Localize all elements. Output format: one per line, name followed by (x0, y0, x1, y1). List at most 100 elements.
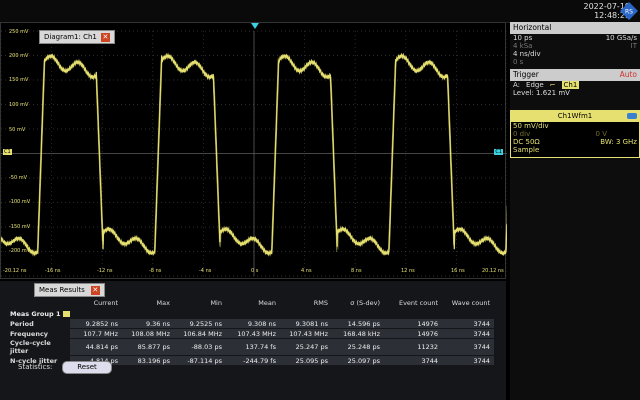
table-cell: 11232 (384, 338, 442, 356)
table-cell: 137.74 fs (226, 338, 280, 356)
table-cell: -87.114 ps (174, 355, 226, 366)
x-axis-label: 12 ns (401, 268, 415, 274)
table-cell: 83.196 ps (122, 355, 174, 366)
ch1-waveform-box[interactable]: Ch1Wfm1 50 mV/div 0 div 0 V DC 50Ω BW: 3 G… (510, 110, 640, 158)
table-cell: 107.43 MHz (226, 328, 280, 339)
horizontal-row[interactable]: 0 s (510, 58, 640, 66)
table-cell: -88.03 ps (174, 338, 226, 356)
reset-button[interactable]: Reset (62, 361, 112, 374)
meas-group-label: Meas Group 1 (10, 309, 61, 318)
table-cell: 9.2525 ns (174, 318, 226, 329)
x-axis-label: 4 ns (301, 268, 312, 274)
wfm-title: Ch1Wfm1 (557, 112, 593, 120)
position-value: 0 div (513, 130, 531, 138)
horizontal-row[interactable]: 4 ns/div (510, 50, 640, 58)
statistics-label: Statistics: (18, 363, 53, 371)
row-label: Frequency (6, 328, 70, 339)
table-cell: 107.43 MHz (280, 328, 332, 339)
header-cell: Event count (398, 298, 438, 307)
coupling-value: DC 50Ω (513, 138, 540, 146)
meas-table: Current Max Min Mean RMS σ (S-dev) Event… (6, 296, 494, 366)
row-label: Period (6, 318, 70, 329)
top-toolbar: 2022-07-19 12:48:29 RS (0, 0, 640, 23)
toggle-icon[interactable] (627, 113, 637, 119)
time-scale-value: 4 ns/div (513, 50, 541, 58)
table-cell: 44.814 ps (70, 338, 122, 356)
trigger-row[interactable]: A: Edge ⌐ Ch1 (510, 81, 640, 89)
ch1-offset-marker[interactable]: C1 (3, 149, 12, 155)
table-cell: 3744 (442, 318, 494, 329)
trigger-title: Trigger (513, 70, 539, 79)
table-row[interactable]: Cycle-cycle jitter 44.814 ps 85.877 ps -88.… (6, 338, 494, 356)
waveform-trace (1, 53, 507, 256)
date-text: 2022-07-19 (583, 2, 631, 11)
offset-value: 0 V (595, 130, 607, 138)
header-cell: Current (93, 298, 118, 307)
row-label: Cycle-cycle jitter (6, 338, 70, 356)
table-cell: 9.308 ns (226, 318, 280, 329)
meas-tab-label: Meas Results (39, 286, 85, 294)
rs-logo-icon: RS (620, 2, 638, 20)
y-axis-label: 50 mV (9, 127, 26, 133)
table-cell: 107.7 MHz (70, 328, 122, 339)
table-cell: 3744 (442, 355, 494, 366)
x-axis-label: 20.12 ns (482, 268, 504, 274)
table-row[interactable]: Period 9.2852 ns 9.36 ns 9.2525 ns 9.308 ns 9… (6, 318, 494, 329)
table-cell: 25.095 ps (280, 355, 332, 366)
trigger-level: Level: 1.621 mV (513, 89, 570, 97)
trigger-mode: Auto (619, 70, 637, 79)
trigger-position-icon[interactable] (251, 23, 259, 29)
horizontal-row[interactable]: 4 kSa IT (510, 42, 640, 50)
header-cell: Mean (258, 298, 276, 307)
table-cell: 14976 (384, 318, 442, 329)
table-cell: 106.84 MHz (174, 328, 226, 339)
meas-results-panel: Meas Results ✕ Current Max Min Mean RMS σ… (0, 281, 506, 400)
waveform-grid (1, 30, 507, 277)
meas-group-row[interactable]: Meas Group 1 (6, 309, 494, 319)
x-axis-label: -4 ns (199, 268, 212, 274)
datetime: 2022-07-19 12:48:29 (584, 2, 631, 20)
close-icon[interactable]: ✕ (100, 32, 110, 42)
diagram-tab[interactable]: Diagram1: Ch1 ✕ (39, 30, 115, 44)
meas-results-tab[interactable]: Meas Results ✕ (34, 283, 105, 297)
y-axis-label: -50 mV (9, 175, 28, 181)
header-cell-blank (6, 296, 70, 309)
right-panel: Horizontal 10 ps 10 GSa/s 4 kSa IT 4 ns/di… (510, 22, 640, 400)
header-cell: Max (156, 298, 170, 307)
horizontal-row[interactable]: 10 ps 10 GSa/s (510, 34, 640, 42)
ch1-trigger-level-marker[interactable]: C1 (494, 149, 503, 155)
wfm-title-bar: Ch1Wfm1 (511, 111, 639, 122)
trigger-header[interactable]: Trigger Auto (510, 69, 640, 81)
horizontal-header[interactable]: Horizontal (510, 22, 640, 34)
header-cell: RMS (313, 298, 328, 307)
table-cell: 25.247 ps (280, 338, 332, 356)
row-label: N-cycle jitter (6, 355, 70, 366)
bandwidth-value: BW: 3 GHz (600, 138, 637, 146)
table-cell: 9.2852 ns (70, 318, 122, 329)
table-cell: 108.08 MHz (122, 328, 174, 339)
header-cell: σ (S-dev) (350, 298, 380, 307)
close-icon[interactable]: ✕ (90, 285, 100, 295)
table-cell: 25.248 ps (332, 338, 384, 356)
table-cell: 3744 (442, 338, 494, 356)
table-cell: 85.877 ps (122, 338, 174, 356)
resolution-value: 10 ps (513, 34, 533, 42)
y-axis-label: 150 mV (9, 77, 29, 83)
wfm-row: DC 50Ω BW: 3 GHz (511, 138, 639, 146)
trigger-channel: Ch1 (561, 81, 580, 89)
table-cell: 9.36 ns (122, 318, 174, 329)
record-length-value: 4 kSa (513, 42, 533, 50)
meas-header-row: Current Max Min Mean RMS σ (S-dev) Event… (6, 296, 494, 309)
trigger-source-prefix: A: (513, 81, 521, 89)
diagram-tab-label: Diagram1: Ch1 (44, 33, 97, 41)
edge-icon: ⌐ (549, 81, 556, 89)
table-cell: 168.48 kHz (332, 328, 384, 339)
diagram-window[interactable]: Diagram1: Ch1 ✕ 250 mV 200 mV 150 mV 100 mV 5… (0, 22, 507, 279)
trigger-level-row[interactable]: Level: 1.621 mV (510, 89, 640, 97)
vertical-scale: 50 mV/div (513, 122, 549, 130)
group-color-badge (63, 310, 71, 317)
trigger-type: Edge (526, 81, 544, 89)
wfm-row: 0 div 0 V (511, 130, 639, 138)
table-row[interactable]: Frequency 107.7 MHz 108.08 MHz 106.84 MHz 10… (6, 328, 494, 339)
